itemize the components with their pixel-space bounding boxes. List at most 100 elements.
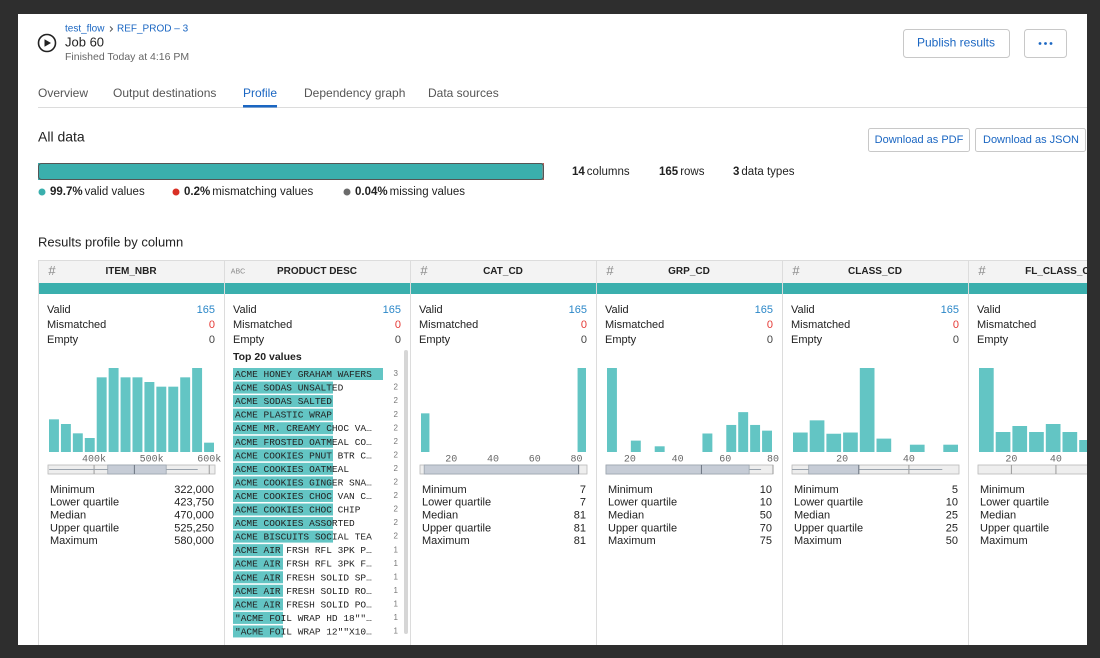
histogram-bar <box>843 432 858 452</box>
summary-label: Maximum <box>794 535 842 547</box>
histogram-bar <box>144 382 155 452</box>
tab[interactable]: Profile <box>243 86 277 100</box>
stat-label: Empty <box>977 334 1009 346</box>
top-values-title: Top 20 values <box>233 351 302 363</box>
stat-label: Empty <box>47 334 79 346</box>
histogram-bar <box>108 368 119 452</box>
stat-value: 0 <box>953 334 959 346</box>
tab[interactable]: Output destinations <box>113 86 216 100</box>
top-value-text: ACME COOKIES GINGER SNA… <box>235 477 372 488</box>
summary-label: Minimum <box>422 484 467 496</box>
column-name: GRP_CD <box>668 266 710 277</box>
x-tick-label: 20 <box>445 455 457 466</box>
histogram-bar <box>793 432 808 452</box>
download-json-button[interactable] <box>975 128 1086 152</box>
summary-label: Maximum <box>50 535 98 547</box>
stat-value: 0 <box>767 319 773 331</box>
top-value-bar <box>233 395 333 408</box>
top-value-count: 1 <box>394 613 399 622</box>
tab[interactable]: Dependency graph <box>304 86 405 100</box>
histogram-bar <box>607 368 617 452</box>
legend-value: 0.2% <box>184 186 210 198</box>
histogram-bar <box>726 424 737 452</box>
histogram-bar <box>84 438 95 452</box>
top-value-text: ACME SODAS UNSALTED <box>235 383 344 394</box>
breadcrumb-link[interactable]: REF_PROD – 3 <box>117 24 189 35</box>
top-value-bar <box>233 517 333 530</box>
download-pdf-label[interactable]: Download as PDF <box>875 134 964 146</box>
section-title: Results profile by column <box>38 234 183 249</box>
x-tick-label: 20 <box>624 455 636 466</box>
histogram-bar <box>1045 424 1061 452</box>
x-tick-label: 80 <box>767 455 779 466</box>
publish-button[interactable] <box>903 29 1010 58</box>
histogram-bar <box>750 424 761 452</box>
histogram-bar <box>859 368 875 452</box>
stat-label: Valid <box>605 304 629 316</box>
summary-value: 423,750 <box>174 497 214 509</box>
download-json-label[interactable]: Download as JSON <box>983 134 1079 146</box>
stat-label: Empty <box>791 334 823 346</box>
stat-label: Mismatched <box>791 319 850 331</box>
stat-value: 0 <box>395 319 401 331</box>
column-quality-strip <box>225 283 410 294</box>
more-button[interactable] <box>1024 29 1067 58</box>
histogram-bar <box>192 368 203 452</box>
stat-label: Mismatched <box>977 319 1036 331</box>
top-value-text: ACME FROSTED OATMEAL CO… <box>235 437 372 448</box>
histogram-bar <box>1029 432 1044 452</box>
x-tick-label: 20 <box>1005 455 1017 466</box>
top-value-bar <box>233 476 333 489</box>
publish-button-label[interactable]: Publish results <box>917 36 995 50</box>
top-value-text: ACME MR. CREAMY CHOC VA… <box>235 423 372 434</box>
job-subtitle: Finished Today at 4:16 PM <box>65 51 189 63</box>
top-value-count: 2 <box>394 532 399 541</box>
top-value-text: ACME HONEY GRAHAM WAFERS <box>235 369 372 380</box>
legend-dot <box>38 188 46 196</box>
scrollbar <box>404 350 408 634</box>
breadcrumb-separator <box>109 26 114 32</box>
top-value-bar <box>233 422 333 435</box>
top-value-count: 3 <box>394 369 399 378</box>
summary-value: 50 <box>946 535 958 547</box>
top-value-bar <box>233 611 283 624</box>
summary-label: Lower quartile <box>608 497 677 509</box>
histogram-bar <box>1096 446 1100 452</box>
top-value-count: 2 <box>394 450 399 459</box>
quartile-box <box>605 464 750 475</box>
top-value-text: "ACME FOIL WRAP 12""X10… <box>235 626 372 637</box>
top-value-count: 2 <box>394 478 399 487</box>
download-pdf-button[interactable] <box>868 128 970 152</box>
stat-value: 0 <box>953 319 959 331</box>
stat-value: 165 <box>569 304 587 316</box>
column-header <box>39 261 224 283</box>
top-value-text: ACME AIR FRSH RFL 3PK P… <box>235 545 372 556</box>
stat-value: 0 <box>581 319 587 331</box>
histogram-bar <box>762 430 772 452</box>
summary-label: Lower quartile <box>422 497 491 509</box>
column-type-icon: # <box>978 263 986 278</box>
breadcrumb-link[interactable]: test_flow <box>65 24 105 35</box>
histogram-bar <box>180 377 191 452</box>
top-value-count: 2 <box>394 383 399 392</box>
summary-value: 10 <box>760 484 772 496</box>
top-value-text: ACME PLASTIC WRAP <box>235 410 332 421</box>
column-type-icon: # <box>606 263 614 278</box>
summary-value: 81 <box>574 510 586 522</box>
tab[interactable]: Data sources <box>428 86 499 100</box>
top-value-bar <box>233 557 283 570</box>
top-value-bar <box>233 368 383 380</box>
top-value-text: ACME COOKIES CHOC VAN C… <box>235 491 372 502</box>
histogram-bar <box>168 386 179 452</box>
x-tick-label: 60 <box>719 455 731 466</box>
summary-value: 70 <box>760 522 772 534</box>
top-value-text: ACME AIR FRESH SOLID PO… <box>235 599 372 610</box>
column-name: FL_CLASS_CD <box>1025 266 1097 277</box>
quality-bar-outline <box>38 163 544 180</box>
summary-label: Maximum <box>608 535 656 547</box>
top-value-count: 2 <box>394 410 399 419</box>
tab[interactable]: Overview <box>38 86 88 100</box>
summary-value: 580,000 <box>174 535 214 547</box>
summary-label: Minimum <box>608 484 653 496</box>
top-value-count: 2 <box>394 423 399 432</box>
